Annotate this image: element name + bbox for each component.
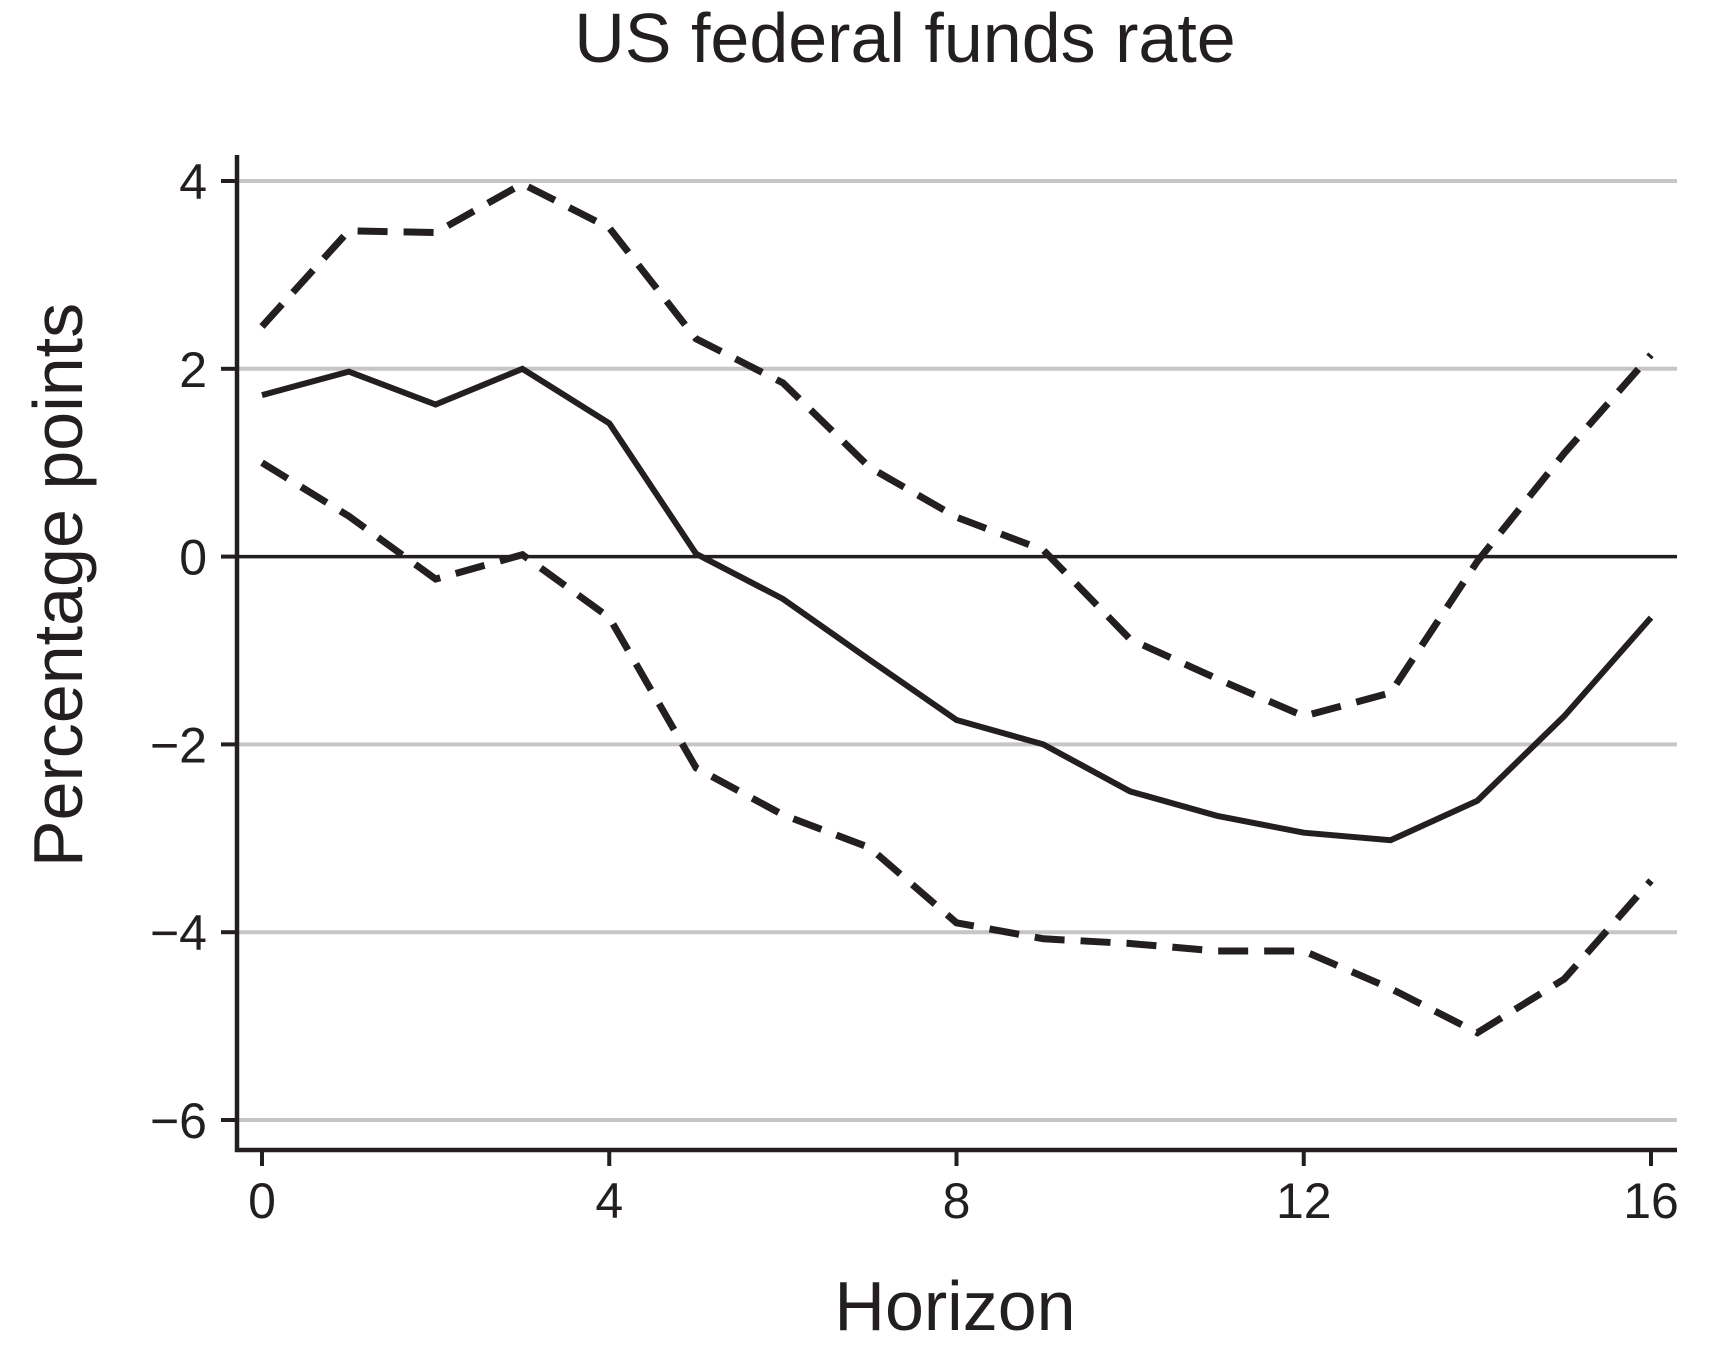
y-tick-label: −2 (150, 717, 207, 773)
series-line-lower-band (260, 459, 1654, 1037)
series-line-upper-band (259, 179, 1654, 720)
y-tick-label: 4 (179, 154, 207, 210)
x-tick-label: 16 (1623, 1173, 1679, 1229)
y-tick-label: 0 (179, 530, 207, 586)
x-tick-label: 12 (1276, 1173, 1332, 1229)
y-tick-label: 2 (179, 342, 207, 398)
x-tick-label: 8 (943, 1173, 971, 1229)
tick-labels: 4 2 0 −2 −4 −6 0 4 8 12 16 (150, 154, 1679, 1229)
axes (221, 155, 1677, 1166)
y-tick-label: −6 (150, 1093, 207, 1149)
y-axis-label: Percentage points (19, 303, 97, 867)
series-lines (259, 179, 1654, 1037)
y-tick-label: −4 (150, 905, 207, 961)
series-line-estimate (261, 365, 1654, 844)
grid-lines (237, 179, 1677, 1122)
x-tick-label: 0 (248, 1173, 276, 1229)
x-tick-label: 4 (595, 1173, 623, 1229)
x-axis-label: Horizon (834, 1267, 1075, 1345)
chart-title: US federal funds rate (574, 0, 1235, 77)
